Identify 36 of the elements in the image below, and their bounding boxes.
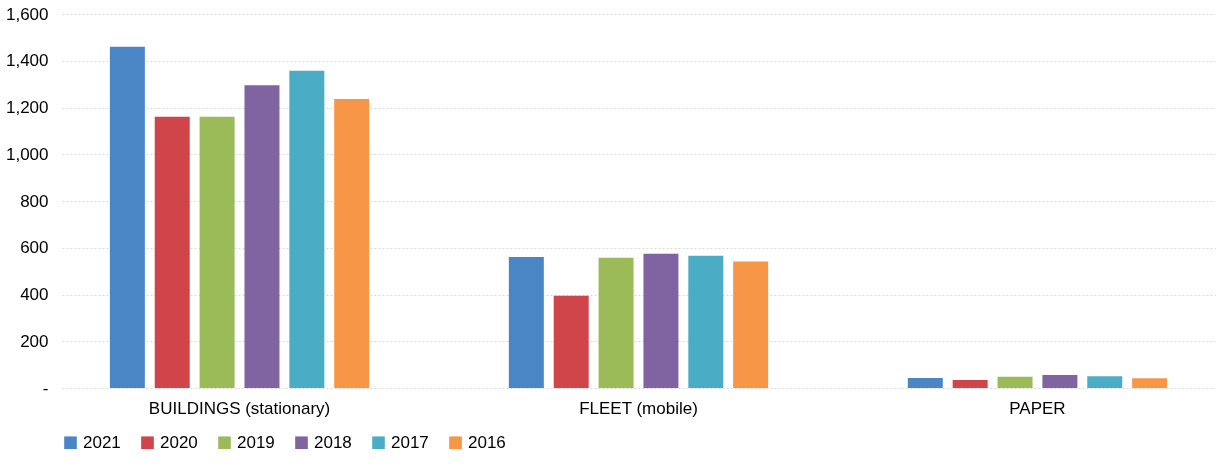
y-tick-label: 1,400 bbox=[5, 51, 49, 71]
y-tick-label: 1,200 bbox=[5, 98, 49, 117]
legend-label: 2018 bbox=[314, 432, 352, 452]
legend-label: 2021 bbox=[83, 432, 121, 452]
y-tick-label: 200 bbox=[20, 331, 49, 351]
legend-label: 2019 bbox=[237, 432, 275, 452]
bar bbox=[109, 46, 145, 388]
bar bbox=[1042, 374, 1078, 388]
bar bbox=[334, 99, 370, 388]
x-tick-label: FLEET (mobile) bbox=[579, 398, 698, 418]
bar bbox=[199, 116, 235, 388]
y-tick-label: 1,600 bbox=[5, 4, 49, 24]
x-tick-label: BUILDINGS (stationary) bbox=[148, 398, 331, 418]
y-tick-label: 1,000 bbox=[5, 144, 49, 164]
legend-label: 2016 bbox=[468, 432, 506, 452]
bar bbox=[598, 257, 634, 388]
bar bbox=[553, 295, 589, 388]
bar bbox=[907, 377, 943, 388]
bar bbox=[643, 253, 679, 388]
bar bbox=[997, 376, 1033, 388]
bar bbox=[289, 70, 325, 388]
y-tick-label: 400 bbox=[20, 285, 49, 304]
bar bbox=[508, 257, 544, 388]
legend-label: 2017 bbox=[391, 432, 429, 452]
bar bbox=[1132, 378, 1168, 388]
x-tick-label: PAPER bbox=[1009, 398, 1066, 418]
y-tick-label: 600 bbox=[20, 238, 49, 258]
bar bbox=[688, 255, 724, 388]
legend-label: 2020 bbox=[160, 432, 198, 452]
y-tick-label: 800 bbox=[20, 191, 49, 211]
bar bbox=[1087, 376, 1123, 388]
y-tick-label: - bbox=[42, 378, 49, 398]
bar bbox=[154, 116, 190, 388]
bar bbox=[733, 261, 769, 388]
bar bbox=[244, 85, 280, 388]
bar bbox=[952, 380, 988, 388]
